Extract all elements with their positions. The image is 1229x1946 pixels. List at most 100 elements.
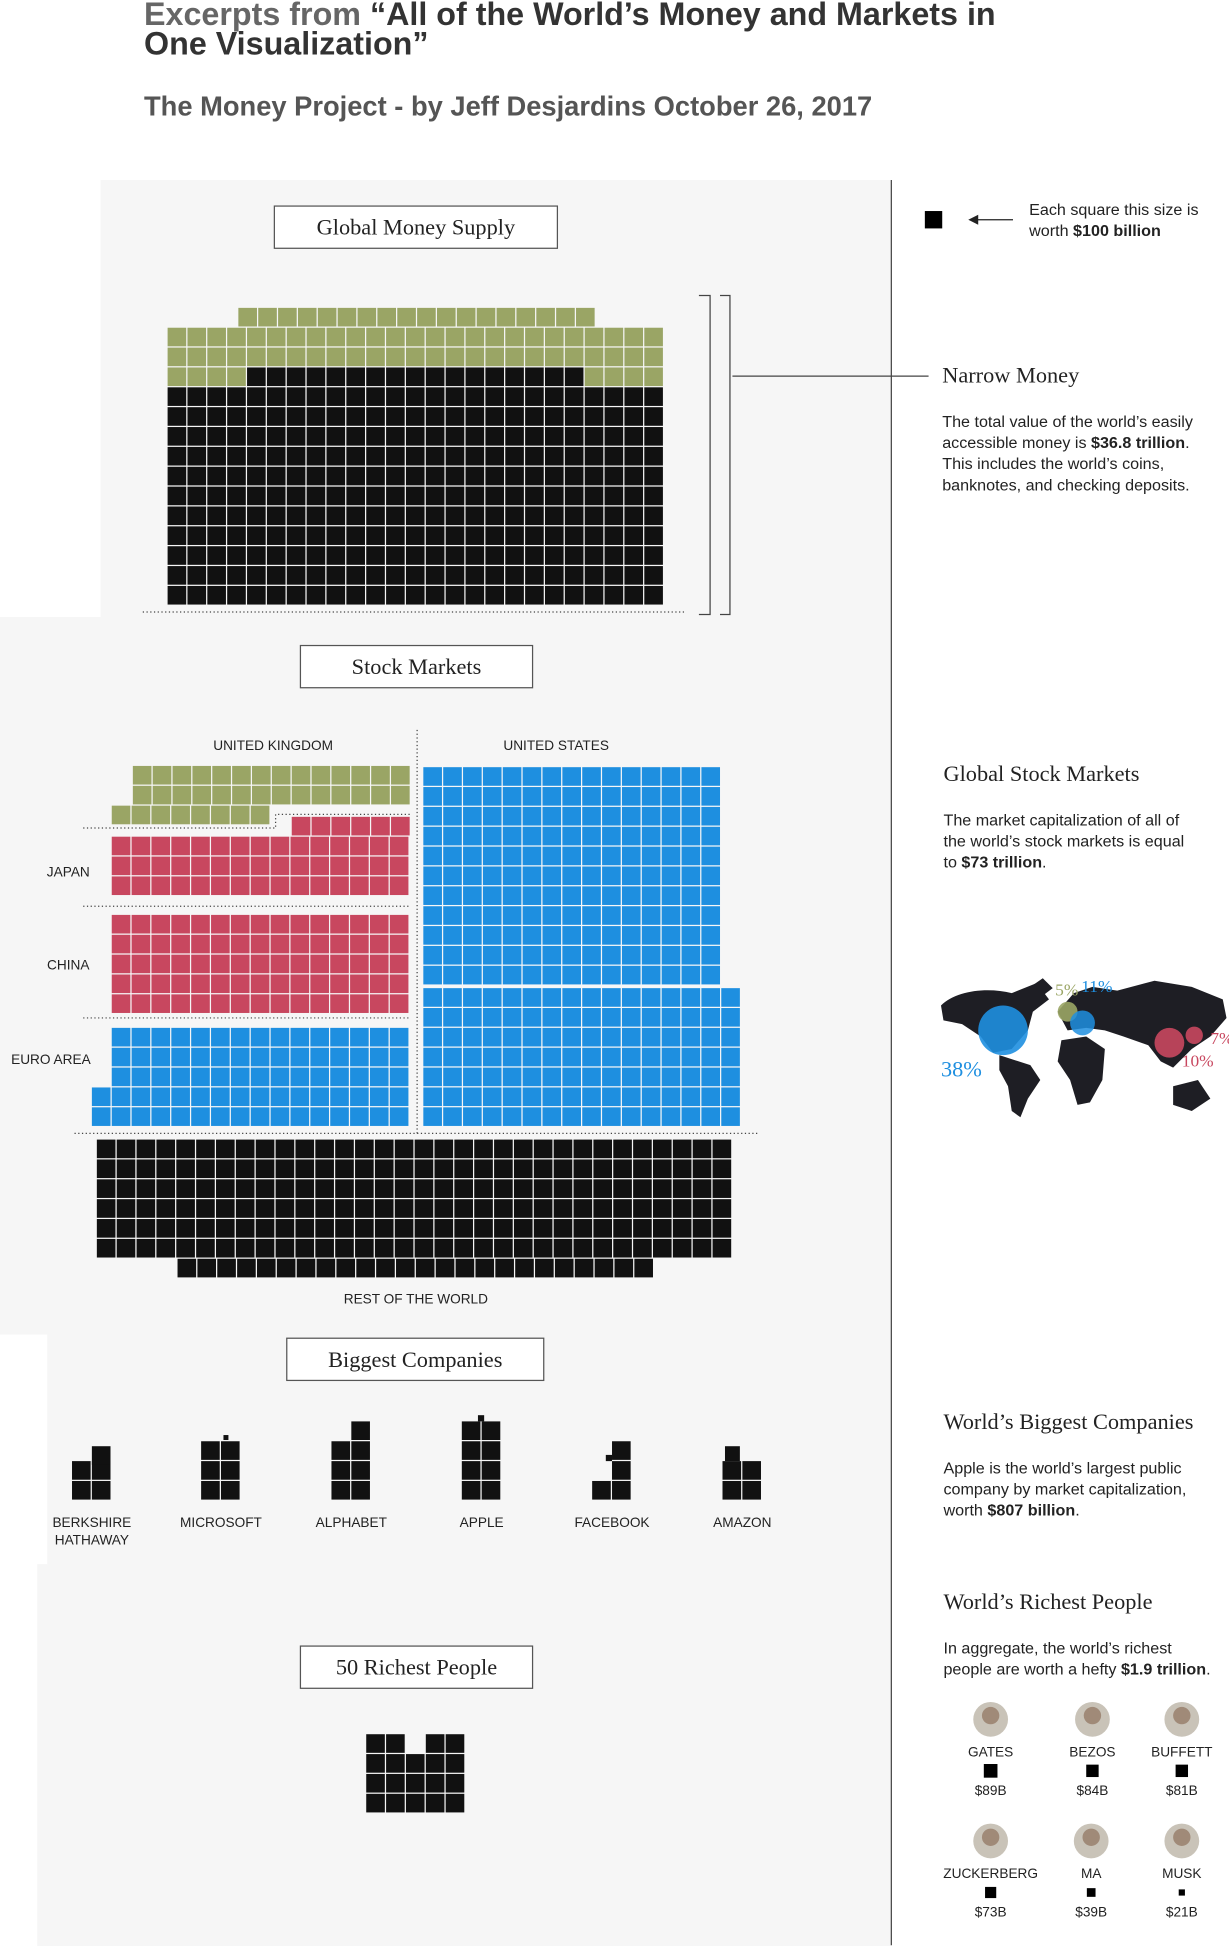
square: [423, 767, 442, 786]
square: [350, 954, 369, 974]
square: [111, 1027, 131, 1047]
square: [386, 327, 405, 347]
square: [131, 994, 151, 1013]
square: [369, 1067, 389, 1087]
square: [167, 407, 187, 426]
square: [465, 486, 485, 506]
square: [250, 934, 270, 954]
company-label: AMAZON: [713, 1515, 771, 1530]
square: [463, 846, 482, 866]
square: [211, 994, 230, 1013]
square: [423, 846, 442, 866]
square: [366, 1773, 385, 1793]
square: [366, 1754, 385, 1773]
square: [621, 1008, 641, 1027]
square: [584, 466, 604, 486]
square: [232, 765, 251, 785]
title-line: Excerpts from “All of the World’s Money …: [144, 0, 996, 32]
square: [612, 1480, 631, 1500]
section-title: Global Money Supply: [317, 215, 516, 240]
square: [389, 1047, 409, 1067]
square: [389, 856, 409, 876]
square: [556, 307, 575, 327]
square: [644, 387, 663, 406]
square: [207, 585, 226, 605]
square: [270, 1027, 290, 1047]
square: [505, 546, 524, 565]
company-label: MICROSOFT: [180, 1515, 263, 1530]
square: [295, 1179, 315, 1198]
square: [212, 765, 231, 785]
square: [482, 787, 502, 806]
square: [485, 546, 505, 565]
square: [465, 387, 485, 406]
square: [250, 856, 270, 876]
square: [672, 1179, 692, 1198]
square: [116, 1159, 136, 1179]
square: [191, 1067, 210, 1087]
square: [394, 1139, 414, 1159]
square: [652, 1219, 672, 1238]
square: [681, 926, 701, 945]
square: [602, 1067, 621, 1087]
square: [216, 1219, 235, 1238]
square: [525, 546, 544, 565]
square: [371, 816, 390, 836]
square: [371, 765, 390, 785]
square: [386, 407, 405, 426]
company-label: ALPHABET: [316, 1515, 388, 1530]
square: [463, 1067, 482, 1087]
avatar-face: [981, 1706, 1000, 1725]
square: [742, 1480, 761, 1500]
square: [644, 367, 663, 387]
square: [237, 1258, 256, 1278]
square: [151, 1047, 171, 1067]
square: [621, 1027, 641, 1047]
person-name: GATES: [968, 1745, 1013, 1760]
square: [584, 566, 604, 585]
square: [604, 466, 624, 486]
square: [176, 1238, 195, 1258]
square: [414, 1199, 434, 1218]
square: [641, 1087, 661, 1107]
avatar-face: [1083, 1706, 1102, 1725]
square: [295, 1139, 315, 1159]
square: [485, 347, 505, 367]
square: [641, 988, 661, 1007]
square: [463, 1027, 482, 1047]
square: [91, 1446, 111, 1465]
square: [91, 1087, 111, 1107]
square: [227, 585, 246, 605]
square: [230, 1047, 250, 1067]
square: [151, 994, 171, 1013]
square: [369, 994, 389, 1013]
square: [176, 1159, 195, 1179]
square: [445, 585, 465, 605]
note-body-part: .: [1075, 1502, 1079, 1520]
square: [502, 866, 522, 886]
square: [310, 934, 329, 954]
square: [592, 1480, 611, 1500]
person-square: [1086, 1888, 1096, 1897]
square: [96, 1219, 116, 1238]
square: [496, 307, 516, 327]
square: [542, 965, 562, 985]
square: [346, 546, 365, 565]
square: [394, 1219, 414, 1238]
square: [211, 954, 230, 974]
square: [369, 1047, 389, 1067]
square: [525, 427, 544, 446]
square: [136, 1238, 156, 1258]
square: [131, 1047, 151, 1067]
square: [582, 926, 601, 945]
square: [326, 327, 346, 347]
square: [310, 1027, 329, 1047]
square: [247, 347, 266, 367]
square: [111, 876, 131, 896]
square: [266, 347, 286, 367]
section-box: [299, 1645, 534, 1689]
square: [692, 1219, 712, 1238]
square: [644, 486, 663, 506]
square: [542, 767, 562, 786]
square: [701, 767, 721, 786]
